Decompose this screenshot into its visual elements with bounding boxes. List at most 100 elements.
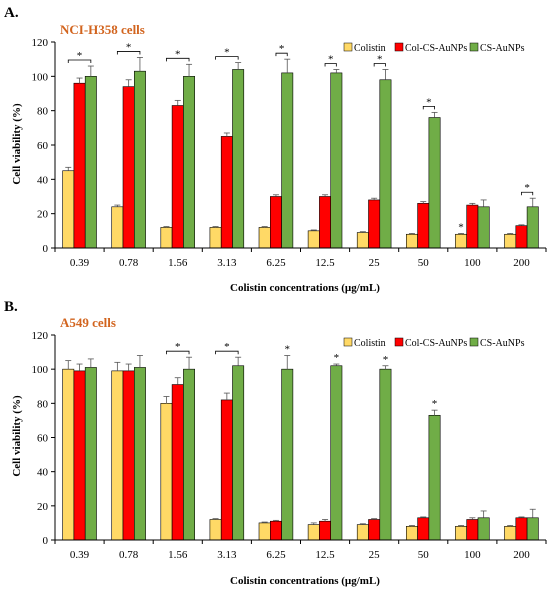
bar-col-cs-aunps bbox=[73, 82, 86, 249]
legend-swatch-colistin bbox=[343, 337, 353, 347]
panel-b-letter: B. bbox=[4, 299, 18, 315]
bar-col-cs-aunps bbox=[417, 203, 430, 249]
legend-label-colistin: Colistin bbox=[354, 338, 386, 349]
bar-cs-aunps bbox=[379, 79, 392, 249]
x-tick-label: 3.13 bbox=[217, 257, 237, 269]
legend-swatch-col-cs-aunps bbox=[394, 42, 404, 52]
bar-colistin bbox=[307, 524, 320, 541]
significance-marker: * bbox=[175, 48, 181, 60]
significance-bracket bbox=[422, 105, 435, 110]
bar-cs-aunps bbox=[477, 206, 490, 249]
x-tick-label: 25 bbox=[369, 549, 381, 561]
bar-col-cs-aunps bbox=[171, 384, 184, 541]
panel-a-title: NCI-H358 cells bbox=[60, 22, 145, 37]
significance-marker: * bbox=[377, 53, 383, 65]
bar-col-cs-aunps bbox=[270, 196, 282, 249]
bar-cs-aunps bbox=[232, 69, 245, 249]
y-tick-label: 20 bbox=[37, 209, 49, 221]
bar-colistin bbox=[160, 227, 173, 249]
bar-col-cs-aunps bbox=[319, 196, 331, 249]
panel-b-y-axis-title: Cell viability (%) bbox=[11, 395, 23, 477]
x-tick-label: 200 bbox=[513, 257, 530, 269]
bar-cs-aunps bbox=[379, 368, 392, 541]
bar-colistin bbox=[111, 370, 124, 541]
bar-cs-aunps bbox=[428, 117, 441, 249]
significance-bracket bbox=[373, 63, 386, 67]
bar-col-cs-aunps bbox=[220, 136, 233, 249]
bar-cs-aunps bbox=[281, 72, 294, 249]
significance-bracket bbox=[324, 63, 337, 67]
x-tick-label: 100 bbox=[464, 549, 481, 561]
bar-colistin bbox=[258, 522, 271, 541]
bar-colistin bbox=[455, 233, 468, 249]
y-tick-label: 0 bbox=[43, 243, 49, 255]
significance-marker: * bbox=[426, 96, 432, 108]
significance-marker: * bbox=[279, 43, 285, 55]
x-tick-label: 50 bbox=[418, 257, 430, 269]
x-tick-label: 3.13 bbox=[217, 549, 237, 561]
bar-cs-aunps bbox=[133, 367, 146, 541]
y-tick-label: 120 bbox=[32, 330, 49, 342]
legend-swatch-colistin bbox=[343, 42, 353, 52]
panel-a-letter: A. bbox=[4, 5, 19, 21]
bar-cs-aunps bbox=[526, 517, 539, 541]
significance-marker: * bbox=[175, 341, 181, 353]
y-tick-label: 120 bbox=[32, 37, 49, 49]
bar-colistin bbox=[356, 524, 369, 541]
significance-bracket bbox=[521, 191, 534, 196]
significance-marker: * bbox=[126, 41, 132, 53]
legend-swatch-cs-aunps bbox=[469, 337, 479, 347]
significance-marker: * bbox=[458, 221, 464, 233]
bar-colistin bbox=[406, 526, 418, 541]
significance-marker: * bbox=[524, 182, 530, 194]
bar-colistin bbox=[455, 526, 468, 541]
bar-colistin bbox=[307, 230, 320, 249]
y-tick-label: 80 bbox=[37, 398, 49, 410]
bar-colistin bbox=[160, 403, 173, 541]
bar-cs-aunps bbox=[281, 368, 294, 541]
y-tick-label: 60 bbox=[37, 433, 49, 445]
panel-b: B. A549 cells Cell viability (%) Colisti… bbox=[4, 299, 547, 587]
bar-cs-aunps bbox=[84, 367, 97, 541]
bar-cs-aunps bbox=[183, 76, 195, 249]
y-tick-label: 0 bbox=[43, 535, 49, 547]
x-tick-label: 0.78 bbox=[119, 257, 139, 269]
bar-col-cs-aunps bbox=[319, 520, 331, 541]
x-tick-label: 50 bbox=[418, 549, 430, 561]
x-tick-label: 12.5 bbox=[315, 549, 335, 561]
significance-marker: * bbox=[77, 50, 83, 62]
significance-bracket bbox=[275, 52, 288, 57]
panel-a-x-axis-title: Colistin concentrations (µg/mL) bbox=[230, 282, 380, 294]
bar-colistin bbox=[504, 526, 517, 541]
significance-bracket bbox=[215, 350, 239, 355]
bar-col-cs-aunps bbox=[515, 225, 528, 249]
bar-col-cs-aunps bbox=[220, 399, 233, 541]
significance-marker: * bbox=[224, 47, 230, 59]
bar-colistin bbox=[209, 519, 222, 541]
legend-label-cs-aunps: CS-AuNPs bbox=[480, 43, 525, 54]
bar-col-cs-aunps bbox=[466, 519, 479, 541]
bar-col-cs-aunps bbox=[368, 519, 381, 541]
y-tick-label: 20 bbox=[37, 501, 49, 513]
bar-cs-aunps bbox=[330, 365, 343, 541]
x-tick-label: 0.78 bbox=[119, 549, 139, 561]
y-tick-label: 80 bbox=[37, 106, 49, 118]
panel-a: A. NCI-H358 cells Cell viability (%) Col… bbox=[4, 5, 547, 294]
x-tick-label: 100 bbox=[464, 257, 481, 269]
x-tick-label: 1.56 bbox=[168, 549, 188, 561]
significance-marker: * bbox=[328, 53, 334, 65]
y-tick-label: 100 bbox=[32, 364, 49, 376]
significance-bracket bbox=[67, 59, 92, 64]
x-tick-label: 200 bbox=[513, 549, 530, 561]
panel-b-title: A549 cells bbox=[60, 315, 116, 330]
y-tick-label: 100 bbox=[32, 71, 49, 83]
significance-bracket bbox=[116, 51, 141, 55]
bar-colistin bbox=[111, 206, 124, 249]
bar-col-cs-aunps bbox=[73, 370, 86, 541]
panel-a-y-axis-title: Cell viability (%) bbox=[11, 103, 23, 185]
legend-label-cs-aunps: CS-AuNPs bbox=[480, 338, 525, 349]
significance-marker: * bbox=[432, 398, 438, 410]
bar-colistin bbox=[356, 232, 369, 249]
bar-colistin bbox=[209, 227, 222, 249]
